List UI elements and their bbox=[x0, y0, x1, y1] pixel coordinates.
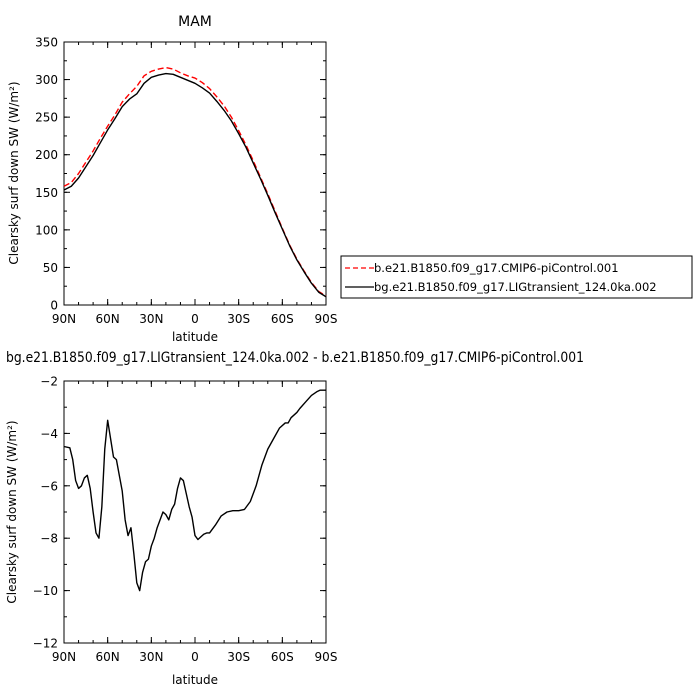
x-tick-label: 0 bbox=[191, 650, 199, 664]
top-series bbox=[63, 66, 327, 298]
x-tick-label: 90S bbox=[315, 312, 338, 326]
bottom-series bbox=[63, 389, 326, 592]
x-tick-label: 90N bbox=[52, 312, 76, 326]
x-tick-label: 60N bbox=[96, 650, 120, 664]
top-panel: MAM 0 50 100 150 200 250 300 350 90N 60N 30N 0 30S 6… bbox=[7, 14, 337, 344]
x-tick-label: 30S bbox=[227, 312, 250, 326]
top-panel-title: MAM bbox=[178, 14, 212, 30]
y-tick-label: −12 bbox=[33, 637, 58, 651]
top-series-line-1 bbox=[63, 72, 327, 298]
top-y-ticks: 0 50 100 150 200 250 300 350 bbox=[35, 36, 326, 313]
x-tick-label: 30N bbox=[139, 312, 163, 326]
x-tick-label: 30N bbox=[139, 650, 163, 664]
legend: b.e21.B1850.f09_g17.CMIP6-piControl.001 … bbox=[340, 255, 693, 299]
bottom-panel-frame bbox=[63, 380, 327, 644]
top-panel-frame bbox=[63, 41, 327, 306]
bottom-x-ticks: 90N 60N 30N 0 30S 60S 90S bbox=[52, 381, 338, 664]
y-tick-label: 350 bbox=[35, 36, 58, 50]
y-tick-label: −4 bbox=[40, 427, 58, 441]
x-tick-label: 30S bbox=[227, 650, 250, 664]
y-tick-label: 50 bbox=[43, 261, 58, 275]
x-tick-label: 60N bbox=[96, 312, 120, 326]
top-y-axis-label: Clearsky surf down SW (W/m²) bbox=[7, 81, 21, 264]
legend-label-lig: bg.e21.B1850.f09_g17.LIGtransient_124.0k… bbox=[374, 280, 657, 294]
x-tick-label: 90N bbox=[52, 650, 76, 664]
y-tick-label: −8 bbox=[40, 532, 58, 546]
bottom-panel: bg.e21.B1850.f09_g17.LIGtransient_124.0k… bbox=[5, 350, 584, 687]
x-tick-label: 60S bbox=[271, 650, 294, 664]
x-tick-label: 0 bbox=[191, 312, 199, 326]
bottom-series-line-0 bbox=[63, 389, 326, 592]
x-tick-label: 60S bbox=[271, 312, 294, 326]
y-tick-label: −2 bbox=[40, 375, 58, 389]
y-tick-label: 200 bbox=[35, 148, 58, 162]
top-x-axis-label: latitude bbox=[172, 330, 218, 344]
bottom-y-axis-label: Clearsky surf down SW (W/m²) bbox=[5, 420, 19, 603]
top-x-ticks: 90N 60N 30N 0 30S 60S 90S bbox=[52, 42, 338, 326]
x-tick-label: 90S bbox=[315, 650, 338, 664]
y-tick-label: −10 bbox=[33, 584, 58, 598]
y-tick-label: 150 bbox=[35, 186, 58, 200]
y-tick-label: 100 bbox=[35, 223, 58, 237]
bottom-panel-title: bg.e21.B1850.f09_g17.LIGtransient_124.0k… bbox=[6, 350, 584, 366]
y-tick-label: 300 bbox=[35, 73, 58, 87]
y-tick-label: 250 bbox=[35, 111, 58, 125]
bottom-y-ticks: −12 −10 −8 −6 −4 −2 bbox=[33, 375, 326, 651]
legend-box bbox=[340, 255, 693, 299]
top-series-line-0 bbox=[63, 66, 327, 297]
legend-label-control: b.e21.B1850.f09_g17.CMIP6-piControl.001 bbox=[374, 261, 619, 275]
y-tick-label: −6 bbox=[40, 479, 58, 493]
bottom-x-axis-label: latitude bbox=[172, 673, 218, 687]
y-tick-label: 0 bbox=[50, 299, 58, 313]
